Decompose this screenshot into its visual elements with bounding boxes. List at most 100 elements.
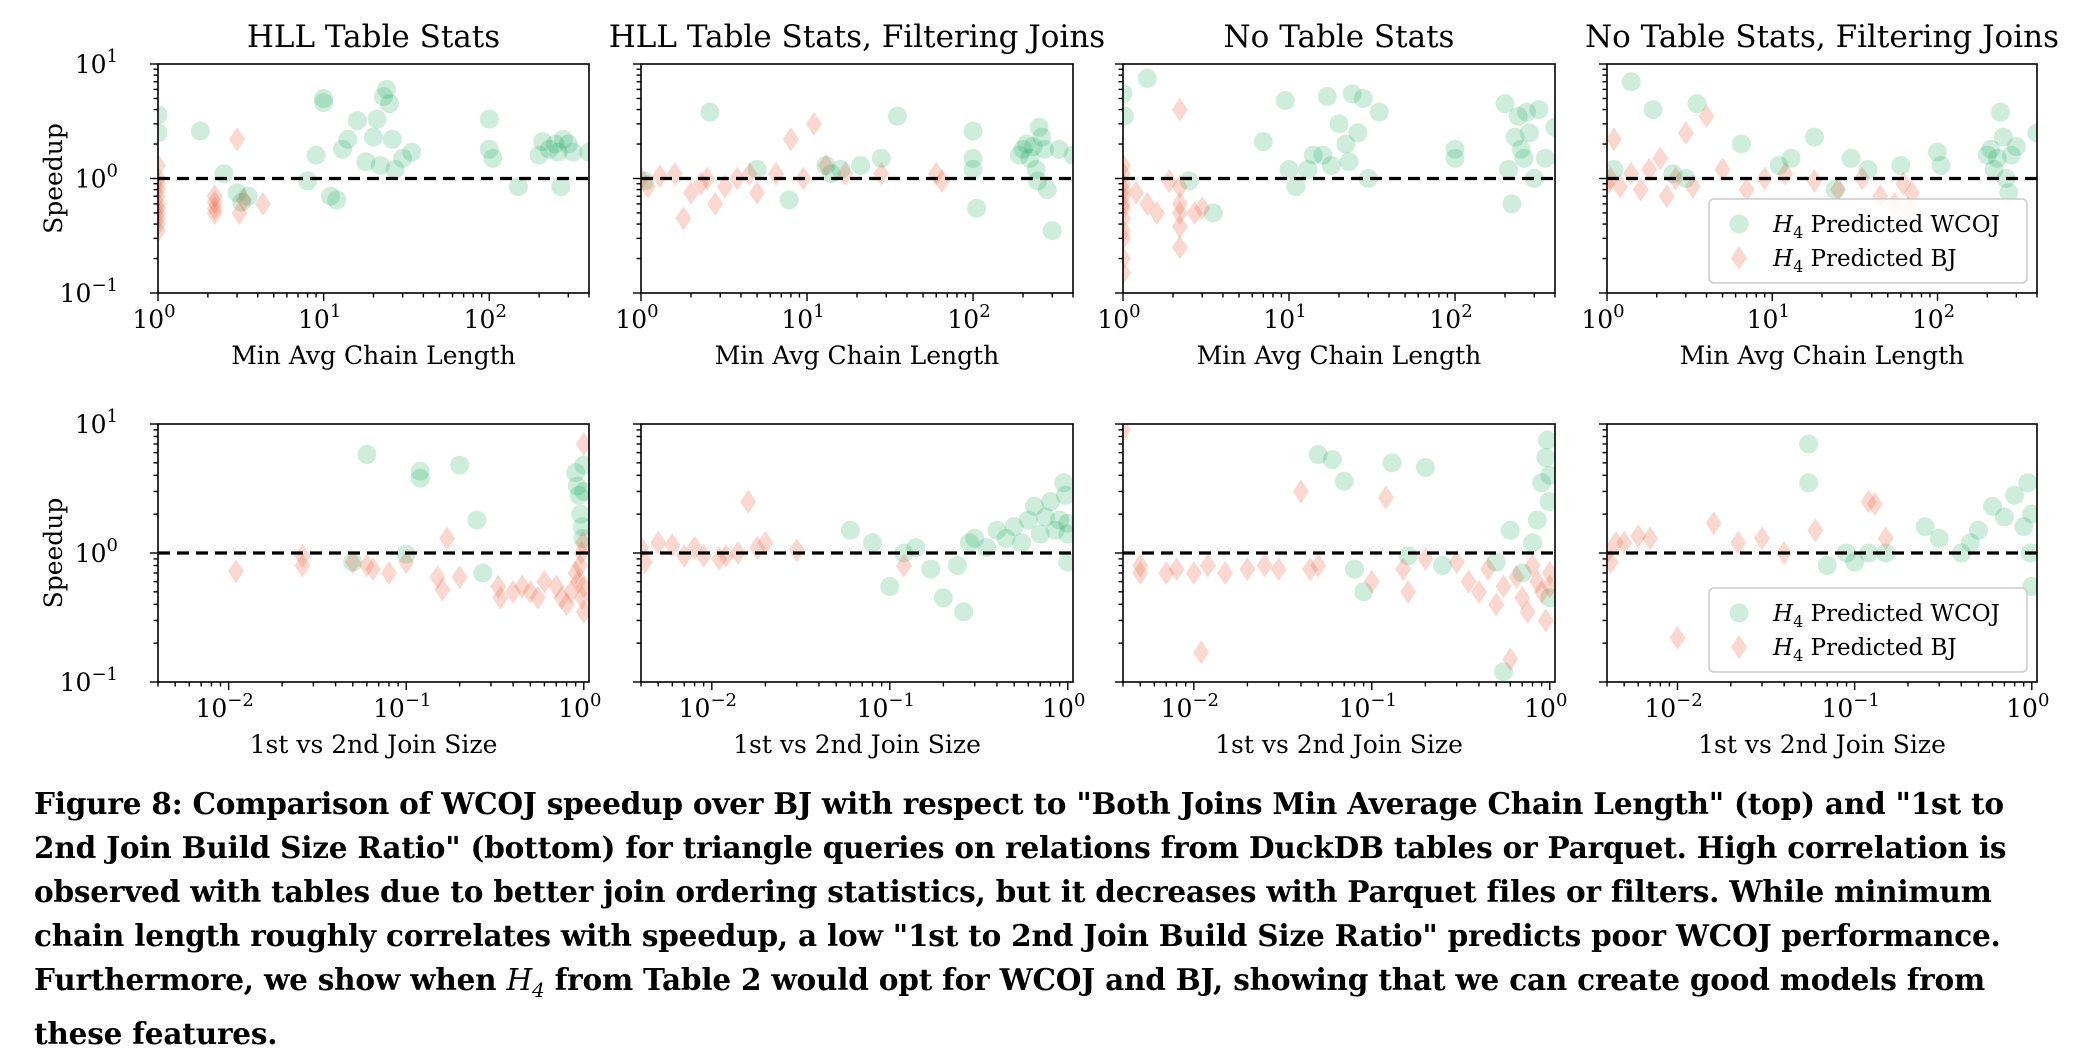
wcoj-point bbox=[1500, 520, 1520, 540]
data-points bbox=[1607, 72, 2037, 221]
bj-point bbox=[1171, 191, 1188, 216]
bj-point bbox=[1508, 565, 1525, 590]
legend-wcoj-label: H4 Predicted WCOJ bbox=[1772, 601, 2000, 631]
x-tick-label: 100 bbox=[132, 301, 175, 334]
wcoj-point bbox=[1253, 132, 1273, 152]
wcoj-point bbox=[1348, 123, 1368, 143]
bj-point bbox=[206, 190, 223, 215]
wcoj-point bbox=[1527, 510, 1547, 530]
wcoj-point bbox=[333, 139, 353, 159]
wcoj-point bbox=[238, 186, 258, 206]
wcoj-point bbox=[1494, 662, 1514, 682]
bj-point bbox=[707, 191, 724, 216]
wcoj-point bbox=[1303, 145, 1323, 165]
bj-point bbox=[294, 553, 311, 578]
wcoj-point bbox=[1028, 171, 1048, 191]
bj-point bbox=[158, 184, 166, 209]
wcoj-point bbox=[1960, 533, 1980, 553]
bj-point bbox=[1171, 174, 1188, 199]
x-tick-label: 100 bbox=[1581, 301, 1624, 334]
wcoj-point bbox=[385, 159, 405, 179]
wcoj-point bbox=[1298, 159, 1318, 179]
bj-point bbox=[451, 565, 468, 590]
bj-point bbox=[206, 196, 223, 221]
wcoj-point bbox=[232, 192, 252, 212]
wcoj-point bbox=[374, 87, 394, 107]
bj-point bbox=[254, 191, 271, 216]
panel-title: HLL Table Stats, Filtering Joins bbox=[609, 19, 1105, 55]
wcoj-point bbox=[2006, 137, 2026, 157]
bj-point bbox=[1132, 553, 1149, 578]
wcoj-point bbox=[567, 476, 587, 496]
bj-point bbox=[1607, 127, 1622, 152]
wcoj-point bbox=[1495, 94, 1515, 114]
x-tick-label: 102 bbox=[1429, 301, 1472, 334]
wcoj-point bbox=[1063, 145, 1073, 165]
wcoj-point bbox=[479, 139, 499, 159]
bj-point bbox=[664, 533, 681, 558]
x-tick-label: 100 bbox=[2006, 690, 2049, 723]
wcoj-point bbox=[1486, 552, 1506, 572]
bj-point bbox=[1128, 180, 1145, 205]
bj-point bbox=[1860, 489, 1877, 514]
bj-point bbox=[1608, 530, 1625, 555]
bj-point bbox=[1630, 524, 1647, 549]
bj-point bbox=[716, 174, 733, 199]
legend-bj-marker bbox=[1731, 635, 1747, 659]
wcoj-point bbox=[410, 468, 430, 488]
wcoj-point bbox=[779, 190, 799, 210]
bj-point bbox=[1123, 424, 1131, 442]
bj-point bbox=[575, 431, 589, 456]
wcoj-point bbox=[1731, 134, 1751, 154]
wcoj-point bbox=[1621, 72, 1641, 92]
bj-point bbox=[1754, 526, 1771, 551]
wcoj-point bbox=[921, 559, 941, 579]
bj-point bbox=[1239, 557, 1256, 582]
wcoj-point bbox=[190, 121, 210, 141]
x-axis-label: Min Avg Chain Length bbox=[231, 341, 516, 370]
bj-point bbox=[1541, 574, 1555, 599]
x-tick-label: 100 bbox=[558, 690, 601, 723]
figure-caption: Figure 8: Comparison of WCOJ speedup ove… bbox=[34, 782, 2054, 1056]
wcoj-point bbox=[1545, 117, 1555, 137]
bj-point bbox=[1400, 579, 1417, 604]
wcoj-point bbox=[863, 533, 883, 553]
wcoj-point bbox=[641, 171, 655, 191]
bj-point bbox=[490, 574, 507, 599]
bj-point bbox=[229, 127, 246, 152]
x-tick-label: 102 bbox=[947, 301, 990, 334]
bj-point bbox=[1199, 553, 1216, 578]
bj-point bbox=[1642, 526, 1659, 551]
bj-point bbox=[529, 585, 546, 610]
y-tick-label: 101 bbox=[75, 406, 118, 439]
wcoj-point bbox=[887, 106, 907, 126]
wcoj-point bbox=[1859, 543, 1879, 563]
bj-point bbox=[1612, 174, 1629, 199]
bj-point bbox=[231, 200, 248, 225]
wcoj-point bbox=[579, 142, 589, 162]
bj-point bbox=[740, 489, 757, 514]
x-tick-label: 100 bbox=[615, 301, 658, 334]
wcoj-point bbox=[338, 129, 358, 149]
wcoj-point bbox=[214, 164, 234, 184]
legend-box bbox=[1708, 198, 2028, 284]
wcoj-point bbox=[357, 445, 377, 465]
wcoj-point bbox=[1054, 473, 1073, 493]
y-axis-label: Speedup bbox=[39, 123, 68, 234]
wcoj-point bbox=[1024, 496, 1044, 516]
wcoj-point bbox=[1017, 134, 1037, 154]
wcoj-point bbox=[1990, 102, 2010, 122]
wcoj-point bbox=[356, 152, 376, 172]
wcoj-point bbox=[343, 552, 363, 572]
x-axis-label: 1st vs 2nd Join Size bbox=[250, 730, 498, 759]
x-tick-label: 10−1 bbox=[857, 690, 915, 723]
wcoj-point bbox=[1058, 513, 1073, 533]
wcoj-point bbox=[851, 155, 871, 175]
wcoj-point bbox=[1369, 102, 1389, 122]
wcoj-point bbox=[1529, 100, 1549, 120]
wcoj-point bbox=[840, 520, 860, 540]
bj-point bbox=[158, 196, 166, 221]
wcoj-point bbox=[816, 155, 836, 175]
bj-point bbox=[1514, 585, 1531, 610]
wcoj-point bbox=[1968, 520, 1988, 540]
